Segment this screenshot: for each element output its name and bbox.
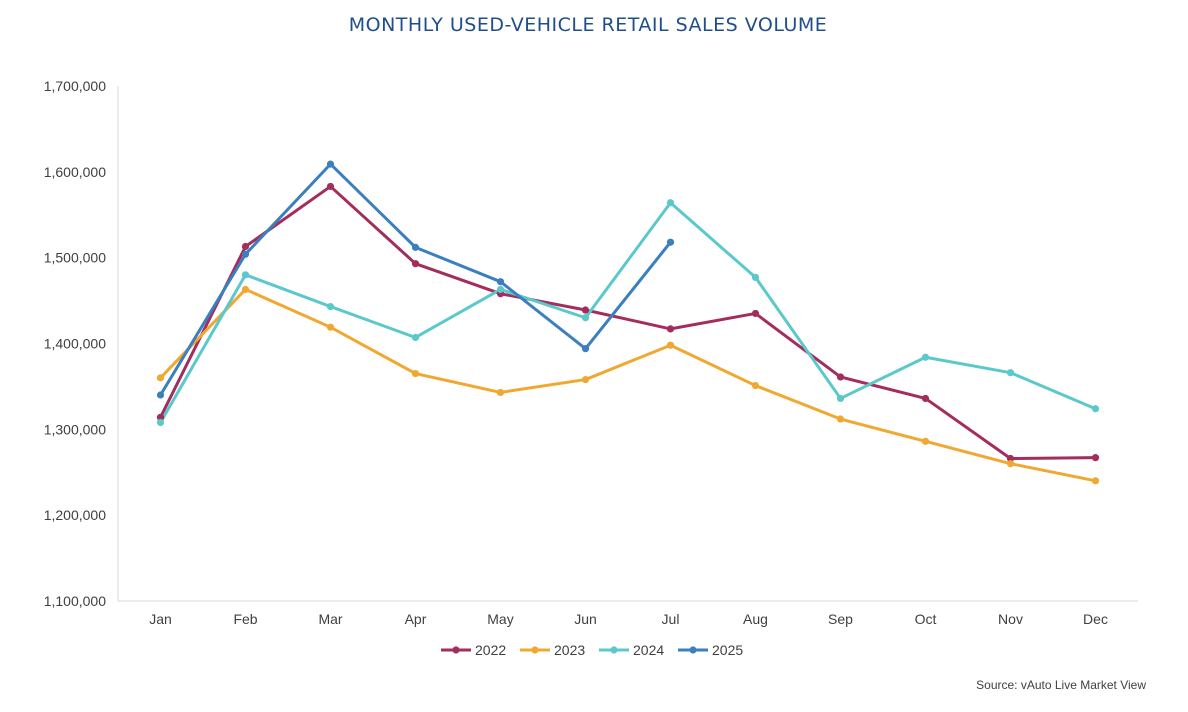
data-point-2023: [156, 374, 165, 382]
data-point-2024: [156, 418, 165, 427]
data-point-2022: [1006, 454, 1015, 463]
x-tick-label: Nov: [998, 611, 1023, 627]
data-point-2023: [241, 285, 250, 294]
data-point-2023: [496, 388, 505, 397]
series-points: [156, 160, 1100, 485]
data-point-2022: [921, 394, 930, 403]
data-point-2023: [921, 437, 930, 445]
data-point-2024: [411, 333, 420, 342]
data-point-2024: [1091, 405, 1100, 413]
data-point-2022: [751, 309, 760, 318]
data-point-2024: [836, 394, 845, 403]
y-tick-label: 1,100,000: [44, 593, 106, 609]
data-point-2022: [241, 242, 250, 251]
series-line-2022: [159, 184, 1097, 461]
series-lines: [159, 162, 1097, 483]
x-tick-label: Jan: [149, 611, 172, 627]
x-tick-label: Aug: [743, 611, 768, 627]
y-tick-label: 1,600,000: [44, 164, 106, 180]
x-tick-label: Dec: [1083, 611, 1108, 627]
data-point-2023: [751, 381, 760, 390]
data-point-2024: [241, 271, 250, 279]
data-point-2023: [326, 323, 335, 331]
y-axis-tick-labels: 1,100,000 1,200,000 1,300,000 1,400,000 1,50…: [44, 78, 106, 609]
data-point-2023: [836, 415, 845, 423]
x-tick-label: Jun: [574, 611, 597, 627]
data-point-2023: [666, 341, 675, 349]
y-tick-label: 1,700,000: [44, 78, 106, 94]
data-point-2023: [411, 369, 420, 378]
data-point-2024: [1006, 369, 1015, 377]
x-tick-label: Sep: [828, 611, 853, 627]
x-tick-label: Feb: [233, 611, 257, 627]
legend-marker-2022: [452, 646, 460, 654]
x-tick-label: Apr: [405, 611, 427, 627]
data-point-2024: [751, 273, 760, 282]
legend-label-2024: 2024: [633, 642, 664, 658]
data-point-2023: [581, 375, 590, 384]
data-point-2022: [326, 182, 335, 191]
data-point-2022: [411, 260, 420, 268]
data-point-2024: [496, 285, 505, 294]
data-point-2024: [326, 302, 335, 311]
chart-axes: [117, 86, 1138, 602]
x-tick-label: Oct: [915, 611, 937, 627]
data-point-2024: [581, 314, 590, 322]
data-point-2022: [581, 306, 590, 314]
data-point-2023: [1006, 460, 1015, 468]
y-tick-label: 1,400,000: [44, 336, 106, 352]
series-line-2023: [159, 287, 1097, 483]
data-point-2022: [156, 413, 165, 421]
x-tick-label: May: [487, 611, 513, 627]
legend-marker-2024: [610, 646, 618, 654]
legend-label-2025: 2025: [712, 642, 743, 658]
data-point-2025: [666, 238, 675, 246]
y-tick-label: 1,300,000: [44, 421, 106, 437]
data-point-2025: [496, 278, 505, 286]
legend: 2022 2023 2024 2025: [441, 642, 743, 658]
chart-title: MONTHLY USED-VEHICLE RETAIL SALES VOLUME: [348, 14, 828, 36]
legend-marker-2025: [689, 646, 697, 654]
data-point-2022: [836, 373, 845, 381]
data-point-2024: [921, 353, 930, 361]
legend-label-2022: 2022: [475, 642, 506, 658]
data-point-2024: [666, 199, 675, 207]
y-tick-label: 1,500,000: [44, 250, 106, 266]
data-point-2025: [326, 160, 335, 168]
y-tick-label: 1,200,000: [44, 507, 106, 523]
data-point-2022: [666, 325, 675, 333]
x-axis-tick-labels: Jan Feb Mar Apr May Jun Jul Aug Sep Oct Nov Dec: [149, 611, 1108, 627]
data-point-2025: [581, 345, 590, 353]
legend-label-2023: 2023: [554, 642, 585, 658]
data-point-2025: [411, 243, 420, 251]
x-tick-label: Jul: [662, 611, 680, 627]
data-point-2025: [156, 391, 165, 399]
x-tick-label: Mar: [318, 611, 342, 627]
source-note: Source: vAuto Live Market View: [976, 678, 1146, 692]
data-point-2022: [1091, 454, 1100, 462]
series-line-2025: [159, 162, 672, 397]
series-line-2024: [159, 201, 1097, 424]
data-point-2025: [241, 250, 250, 258]
legend-marker-2023: [531, 646, 539, 654]
data-point-2023: [1091, 477, 1100, 485]
